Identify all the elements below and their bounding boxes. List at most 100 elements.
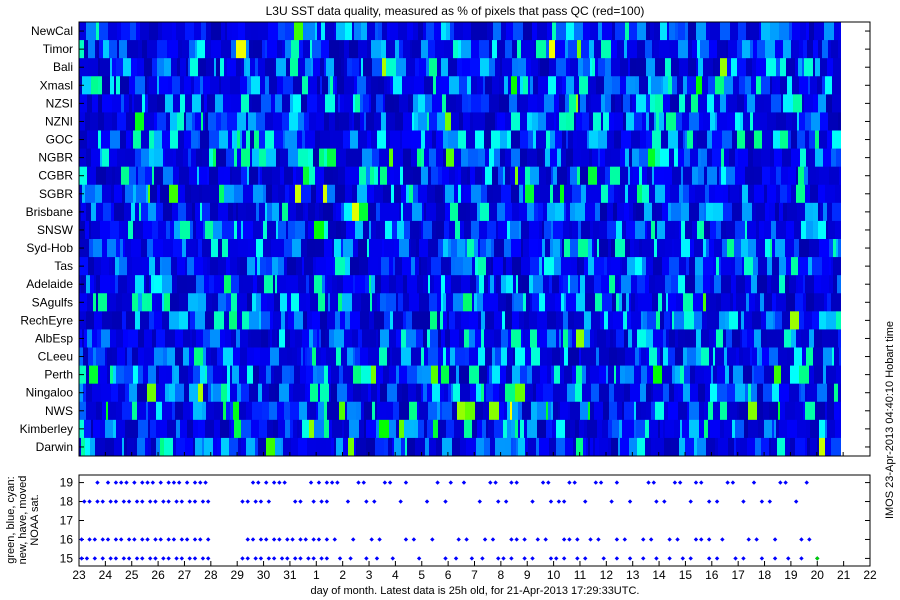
heatmap-cell bbox=[527, 148, 537, 168]
heatmap-cell bbox=[449, 76, 459, 95]
heatmap-cell bbox=[212, 293, 218, 312]
heatmap-cell bbox=[256, 293, 261, 312]
heatmap-cell bbox=[825, 437, 831, 457]
heatmap-cell bbox=[423, 22, 426, 41]
y-label-line-3: NOAA sat. bbox=[29, 494, 41, 545]
heatmap-cell bbox=[669, 148, 674, 168]
heatmap-cell bbox=[133, 220, 135, 240]
heatmap-cell bbox=[147, 76, 149, 95]
heatmap-cell bbox=[202, 401, 206, 421]
heatmap-cell bbox=[137, 58, 144, 77]
heatmap-cell bbox=[838, 40, 841, 59]
heatmap-cell bbox=[726, 166, 735, 186]
satellite-pass-point bbox=[198, 480, 203, 485]
heatmap-cell bbox=[745, 275, 751, 294]
heatmap-cell bbox=[349, 112, 352, 131]
heatmap-cell bbox=[173, 94, 180, 113]
heatmap-cell bbox=[464, 329, 469, 348]
heatmap-cell bbox=[414, 76, 424, 95]
heatmap-cell bbox=[683, 130, 685, 150]
satellite-pass-point bbox=[245, 499, 250, 504]
heatmap-cell bbox=[325, 94, 335, 113]
heatmap-cell bbox=[663, 94, 670, 113]
heatmap-cell bbox=[570, 401, 580, 421]
heatmap-cell bbox=[594, 275, 601, 294]
heatmap-cell bbox=[110, 58, 112, 77]
heatmap-cell bbox=[810, 76, 817, 95]
heatmap-cell bbox=[753, 257, 758, 276]
heatmap-cell bbox=[622, 401, 624, 421]
heatmap-cell bbox=[729, 148, 735, 168]
heatmap-cell bbox=[211, 40, 215, 59]
heatmap-cell bbox=[307, 401, 310, 421]
satellite-pass-point bbox=[95, 499, 100, 504]
heatmap-cell bbox=[206, 401, 214, 421]
heatmap-cell bbox=[283, 437, 291, 457]
heatmap-cell bbox=[159, 76, 168, 95]
heatmap-cell bbox=[180, 94, 185, 113]
heatmap-cell bbox=[798, 257, 808, 276]
heatmap-cell bbox=[116, 401, 122, 421]
heatmap-cell bbox=[678, 275, 685, 294]
heatmap-cell bbox=[141, 130, 149, 150]
heatmap-cell bbox=[805, 202, 813, 222]
heatmap-cell bbox=[410, 220, 413, 240]
heatmap-cell bbox=[721, 275, 731, 294]
heatmap-cell bbox=[267, 40, 277, 59]
heatmap-cell bbox=[803, 401, 805, 421]
heatmap-cell bbox=[731, 58, 737, 77]
heatmap-cell bbox=[303, 40, 310, 59]
heatmap-cell bbox=[251, 329, 261, 348]
heatmap-cell bbox=[129, 94, 132, 113]
heatmap-cell bbox=[156, 365, 159, 385]
heatmap-cell bbox=[513, 347, 515, 367]
heatmap-cell bbox=[226, 401, 230, 421]
heatmap-cell bbox=[430, 311, 437, 330]
heatmap-cell bbox=[828, 40, 831, 59]
heatmap-cell bbox=[492, 40, 497, 59]
heatmap-cell bbox=[737, 401, 739, 421]
heatmap-cell bbox=[661, 76, 663, 95]
heatmap-cell bbox=[443, 311, 447, 330]
heatmap-cell bbox=[574, 311, 584, 330]
heatmap-cell bbox=[649, 275, 655, 294]
heatmap-cell bbox=[630, 166, 633, 186]
heatmap-cell bbox=[565, 419, 570, 439]
heatmap-cell bbox=[649, 112, 654, 131]
heatmap-cell bbox=[127, 347, 132, 367]
heatmap-cell bbox=[368, 383, 371, 403]
heatmap-cell bbox=[202, 437, 204, 457]
heatmap-cell bbox=[470, 58, 480, 77]
heatmap-cell bbox=[209, 148, 213, 168]
satellite-x-tick-label: 11 bbox=[574, 568, 587, 582]
heatmap-cell bbox=[620, 437, 629, 457]
heatmap-cell bbox=[747, 329, 752, 348]
heatmap-cell bbox=[86, 401, 96, 421]
satellite-pass-point bbox=[548, 556, 554, 561]
heatmap-cell bbox=[107, 347, 112, 367]
heatmap-cell bbox=[166, 220, 170, 240]
heatmap-cell bbox=[338, 94, 340, 113]
heatmap-cell bbox=[813, 40, 818, 59]
heatmap-cell bbox=[682, 419, 689, 439]
heatmap-cell bbox=[399, 202, 401, 222]
satellite-pass-point bbox=[290, 537, 295, 542]
heatmap-cell bbox=[200, 130, 209, 150]
heatmap-cell bbox=[87, 166, 96, 186]
heatmap-cell bbox=[687, 76, 696, 95]
heatmap-cell bbox=[325, 293, 328, 312]
heatmap-cell bbox=[179, 166, 189, 186]
heatmap-cell bbox=[805, 130, 809, 150]
satellite-pass-point bbox=[258, 556, 264, 561]
heatmap-cell bbox=[360, 347, 368, 367]
heatmap-cell bbox=[635, 293, 638, 312]
heatmap-cell bbox=[387, 76, 390, 95]
heatmap-cell bbox=[187, 275, 196, 294]
heatmap-cell bbox=[437, 401, 440, 421]
y-label-line-1: green, blue, cyan: bbox=[5, 476, 17, 563]
heatmap-cell bbox=[727, 239, 734, 258]
heatmap-cell bbox=[298, 437, 307, 457]
heatmap-cell bbox=[750, 112, 753, 131]
satellite-pass-point bbox=[714, 556, 720, 561]
satellite-pass-point bbox=[271, 556, 277, 561]
